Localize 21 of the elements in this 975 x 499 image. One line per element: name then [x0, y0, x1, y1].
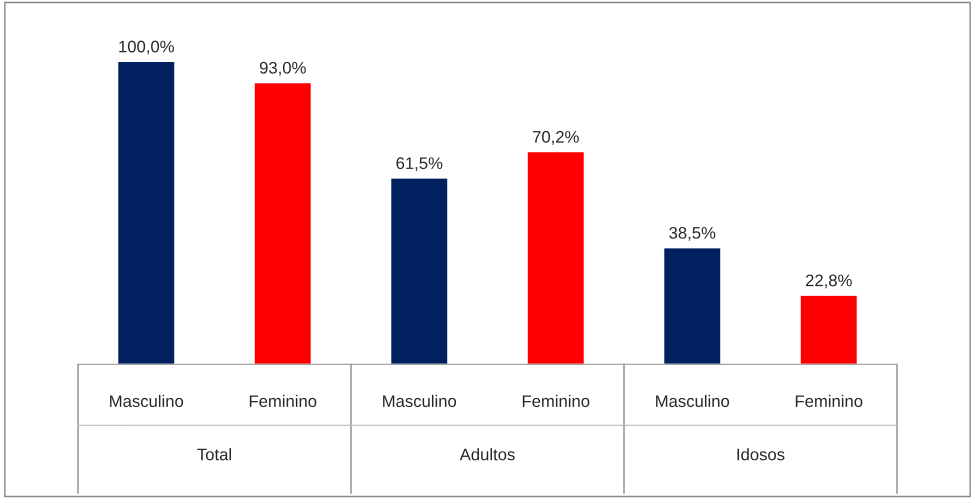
data-label: 100,0%	[119, 40, 174, 54]
data-label: 61,5%	[396, 157, 442, 172]
x-tick-label: Masculino	[656, 394, 730, 408]
data-label: 38,5%	[669, 226, 716, 241]
text: Idosos	[737, 448, 784, 460]
bar	[253, 82, 312, 364]
bar	[662, 246, 722, 364]
x-tick-label: Feminino	[522, 394, 590, 408]
text: Adultos	[460, 448, 515, 460]
data-label: 22,8%	[806, 274, 852, 288]
data-label: 93,0%	[260, 62, 306, 76]
x-tick-label: Masculino	[110, 394, 184, 408]
bar	[799, 294, 858, 364]
x-tick-label: Masculino	[383, 394, 456, 408]
text: Total	[197, 448, 231, 460]
bar	[116, 60, 176, 364]
x-tick-label: Feminino	[796, 394, 862, 408]
data-label: 70,2%	[532, 130, 579, 145]
bar	[526, 150, 586, 364]
x-tick-label: Feminino	[250, 394, 316, 408]
bar	[390, 177, 449, 364]
